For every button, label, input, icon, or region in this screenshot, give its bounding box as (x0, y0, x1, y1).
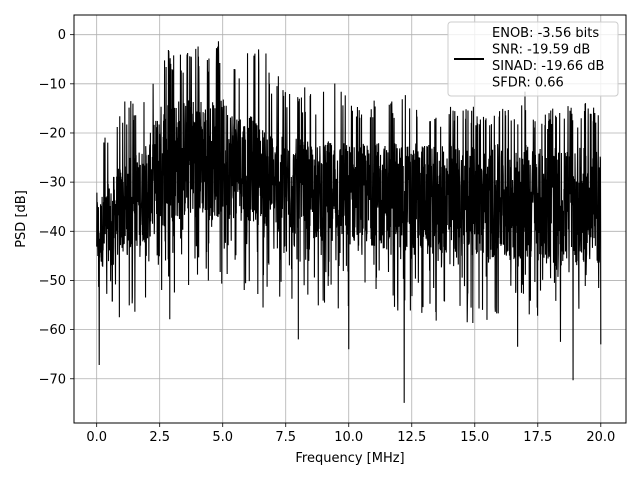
x-axis-ticks: 0.0 2.5 5.0 7.5 10.0 12.5 15.0 17.5 20.0 (86, 423, 615, 445)
y-tick-label: −70 (39, 372, 66, 387)
y-tick-label: −40 (39, 225, 66, 240)
x-tick-label: 17.5 (523, 430, 552, 445)
plot-area (96, 41, 602, 403)
y-tick-label: −50 (39, 274, 66, 289)
legend-enob: ENOB: -3.56 bits (492, 26, 599, 41)
y-tick-label: −30 (39, 176, 66, 191)
legend-snr: SNR: -19.59 dB (492, 43, 590, 58)
psd-series-line (96, 41, 602, 403)
axes-frame (73, 14, 627, 424)
y-tick-label: −10 (39, 77, 66, 92)
x-tick-label: 0.0 (86, 430, 107, 445)
legend-sfdr: SFDR: 0.66 (492, 76, 564, 91)
legend-box (447, 21, 619, 97)
x-tick-label: 7.5 (275, 430, 296, 445)
y-tick-label: 0 (58, 28, 66, 43)
x-axis-label: Frequency [MHz] (295, 451, 404, 466)
x-tick-label: 20.0 (586, 430, 615, 445)
y-axis-label: PSD [dB] (14, 190, 29, 248)
x-tick-label: 12.5 (397, 430, 426, 445)
legend-sinad: SINAD: -19.66 dB (492, 59, 604, 74)
x-tick-label: 2.5 (149, 430, 170, 445)
y-tick-label: −60 (39, 323, 66, 338)
y-axis-ticks: 0 −10 −20 −30 −40 −50 −60 −70 (39, 28, 74, 387)
legend: ENOB: -3.56 bits SNR: -19.59 dB SINAD: -… (447, 21, 619, 97)
x-tick-label: 10.0 (334, 430, 363, 445)
y-tick-label: −20 (39, 126, 66, 141)
x-tick-label: 5.0 (212, 430, 233, 445)
x-tick-label: 15.0 (460, 430, 489, 445)
